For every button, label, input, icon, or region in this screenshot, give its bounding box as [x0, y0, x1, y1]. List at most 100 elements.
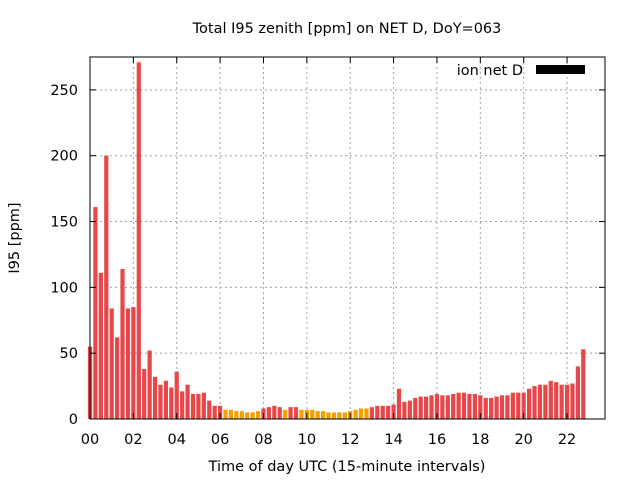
bar [180, 391, 185, 419]
bar [548, 380, 553, 419]
bar [478, 395, 483, 419]
bar [358, 408, 364, 419]
bar [228, 409, 234, 419]
x-tick-label: 04 [168, 432, 186, 448]
bar [451, 393, 456, 419]
bar [434, 393, 440, 419]
bar [402, 401, 407, 419]
bar [537, 384, 543, 419]
bar [120, 268, 125, 419]
bar [98, 272, 103, 419]
bar [250, 412, 255, 419]
bar [407, 400, 412, 419]
bar [326, 412, 331, 419]
bar [142, 368, 147, 419]
bar [125, 308, 131, 419]
bar [489, 397, 494, 419]
bar [467, 393, 472, 419]
bar [310, 409, 315, 419]
plot-frame [89, 56, 606, 420]
bar [499, 395, 505, 419]
x-tick-label: 10 [298, 432, 316, 448]
chart-title: Total I95 zenith [ppm] on NET D, DoY=063 [192, 21, 502, 37]
bar [277, 407, 282, 419]
bar [521, 392, 526, 419]
bar [559, 384, 564, 419]
y-tick-label: 100 [50, 280, 78, 296]
bar [494, 396, 499, 419]
bar [440, 395, 445, 419]
bar [201, 392, 206, 419]
bar [386, 405, 391, 419]
bar [131, 307, 136, 419]
x-tick-label: 20 [514, 432, 532, 448]
bar [423, 396, 429, 419]
bar [337, 412, 342, 419]
y-tick-label: 200 [50, 149, 78, 165]
bar [207, 400, 212, 419]
x-tick-label: 22 [558, 432, 576, 448]
bar [570, 383, 575, 419]
bar [575, 366, 581, 419]
bar [245, 412, 250, 419]
x-tick-label: 14 [384, 432, 402, 448]
bar [342, 412, 347, 419]
bar [391, 404, 396, 419]
bar [369, 407, 375, 419]
bar [532, 386, 537, 419]
x-ticks: 00 02 04 06 08 10 12 14 16 18 20 22 [81, 57, 576, 448]
bar [413, 397, 418, 419]
bar [169, 387, 174, 419]
bar [299, 409, 304, 419]
y-tick-label: 0 [69, 412, 78, 428]
x-tick-label: 00 [81, 432, 99, 448]
x-tick-label: 06 [211, 432, 229, 448]
legend: ion net D [457, 63, 585, 79]
x-tick-label: 16 [428, 432, 446, 448]
bar [526, 388, 532, 419]
bars [87, 62, 586, 420]
bar [461, 392, 467, 419]
bar [543, 384, 548, 419]
bar [158, 384, 163, 419]
bar [163, 380, 169, 419]
bar [364, 408, 369, 419]
bar [581, 349, 586, 419]
bar [445, 395, 450, 419]
bar [185, 384, 190, 419]
y-tick-label: 150 [50, 215, 78, 231]
x-tick-label: 18 [471, 432, 489, 448]
bar [266, 407, 272, 419]
bar [505, 395, 510, 419]
bar [418, 396, 423, 419]
x-tick-label: 12 [341, 432, 359, 448]
bar [472, 393, 478, 419]
bar [331, 412, 337, 419]
bar [380, 405, 385, 419]
x-tick-label: 08 [254, 432, 272, 448]
y-tick-label: 50 [60, 346, 78, 362]
x-axis-label: Time of day UTC (15-minute intervals) [208, 459, 486, 475]
bar [196, 393, 201, 419]
bar [239, 411, 244, 419]
bar [320, 411, 326, 419]
bar [104, 155, 109, 420]
y-tick-label: 250 [50, 83, 78, 99]
bar [93, 207, 98, 419]
legend-label: ion net D [457, 63, 523, 79]
bar [564, 384, 570, 419]
bar [516, 392, 521, 419]
bar [212, 405, 217, 419]
bar [288, 407, 293, 419]
bar [315, 411, 320, 419]
bar [255, 411, 261, 419]
bar [283, 409, 288, 419]
bar [174, 371, 179, 419]
bar [152, 376, 158, 419]
bar [147, 350, 152, 419]
bar [272, 405, 277, 419]
x-tick-label: 02 [124, 432, 142, 448]
bar [396, 388, 402, 419]
bar [190, 393, 196, 419]
